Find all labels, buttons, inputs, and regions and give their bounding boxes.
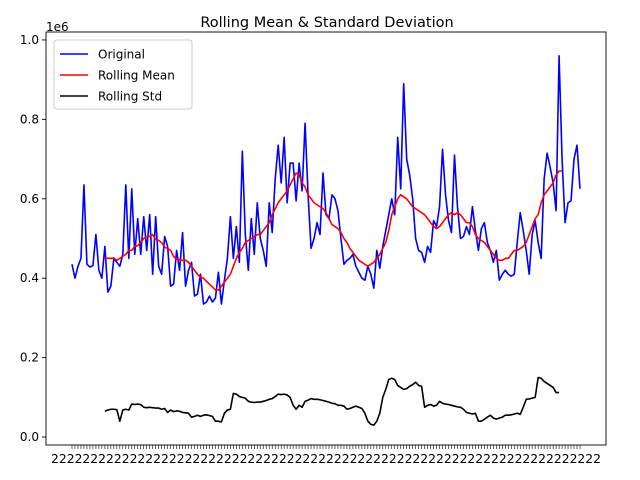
y-tick-label: 0.8: [20, 112, 39, 126]
y-tick-label: 1.0: [20, 33, 39, 47]
series-line-rolling-mean: [104, 170, 563, 291]
y-tick-label: 0.0: [20, 430, 39, 444]
y-offset-label: 1e6: [46, 20, 69, 34]
x-axis: 2222222222222222222222222222222222222222…: [51, 445, 601, 466]
y-tick-label: 0.2: [20, 351, 39, 365]
legend-label: Rolling Std: [98, 90, 162, 104]
y-tick-label: 0.4: [20, 271, 39, 285]
y-tick-label: 0.6: [20, 192, 39, 206]
legend-label: Rolling Mean: [98, 69, 175, 83]
x-tick-labels-overlap: 2222222222222222222222222222222222222222…: [51, 452, 601, 466]
legend-box: [53, 39, 193, 110]
plot-area: [71, 55, 581, 426]
chart-title: Rolling Mean & Standard Deviation: [200, 15, 453, 31]
y-axis: 0.0 0.2 0.4 0.6 0.8 1.0: [20, 33, 46, 444]
legend-label: Original: [98, 48, 145, 62]
series-line-rolling-std: [104, 376, 560, 426]
series-line-original: [71, 55, 581, 305]
legend: Original Rolling Mean Rolling Std: [53, 39, 193, 110]
